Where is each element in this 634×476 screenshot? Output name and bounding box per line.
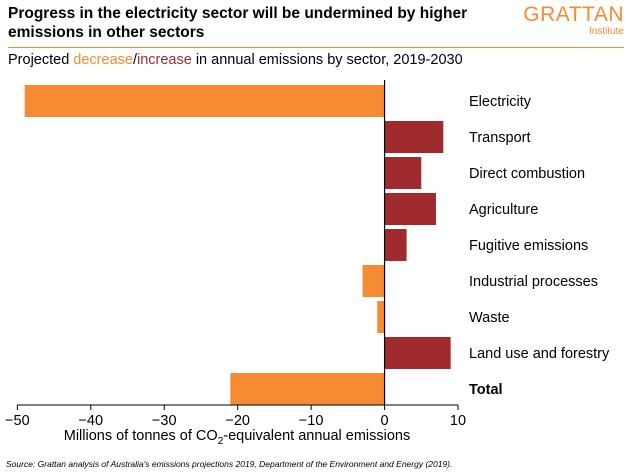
bar xyxy=(230,373,385,405)
chart-title: Progress in the electricity sector will … xyxy=(8,5,468,41)
x-tick-label: −50 xyxy=(5,413,30,429)
grattan-logo: GRATTAN Institute xyxy=(523,3,624,38)
x-tick-label: −20 xyxy=(225,413,250,429)
category-label: Industrial processes xyxy=(469,274,598,290)
bar xyxy=(384,337,451,369)
logo-name: GRATTAN xyxy=(523,3,624,26)
category-label: Total xyxy=(469,382,503,398)
category-label: Agriculture xyxy=(469,202,538,218)
x-tick-label: 10 xyxy=(450,413,466,429)
x-tick-label: 0 xyxy=(381,413,389,429)
bar xyxy=(384,157,422,189)
x-tick-label: −40 xyxy=(78,413,103,429)
bar xyxy=(377,301,385,333)
x-axis-label-suffix: -equivalent annual emissions xyxy=(223,428,411,444)
category-label: Land use and forestry xyxy=(469,346,610,362)
bar xyxy=(362,265,385,297)
bar xyxy=(24,85,385,117)
subtitle-suffix: in annual emissions by sector, 2019-2030 xyxy=(191,52,463,68)
category-label: Direct combustion xyxy=(469,166,585,182)
category-label: Fugitive emissions xyxy=(469,238,588,254)
category-label: Waste xyxy=(469,310,510,326)
bar xyxy=(384,193,436,225)
x-axis-label-sub: 2 xyxy=(217,435,224,447)
header-rule xyxy=(8,47,624,48)
bar xyxy=(384,121,444,153)
x-tick-label: −10 xyxy=(299,413,324,429)
x-tick-label: −30 xyxy=(152,413,177,429)
subtitle-prefix: Projected xyxy=(8,52,74,68)
source-note: Source: Grattan analysis of Australia's … xyxy=(6,459,453,469)
logo-sub: Institute xyxy=(588,26,624,37)
subtitle-increase: increase xyxy=(136,52,192,68)
x-axis-label: Millions of tonnes of CO2-equivalent ann… xyxy=(42,428,432,447)
subtitle-decrease: decrease xyxy=(73,52,133,68)
subtitle-sep: / xyxy=(132,52,137,68)
category-label: Transport xyxy=(469,130,531,146)
category-label: Electricity xyxy=(469,94,532,110)
x-axis-label-prefix: Millions of tonnes of CO xyxy=(63,428,218,444)
chart-subtitle: Projected decrease/increase in annual em… xyxy=(8,51,463,69)
bar xyxy=(384,229,407,261)
